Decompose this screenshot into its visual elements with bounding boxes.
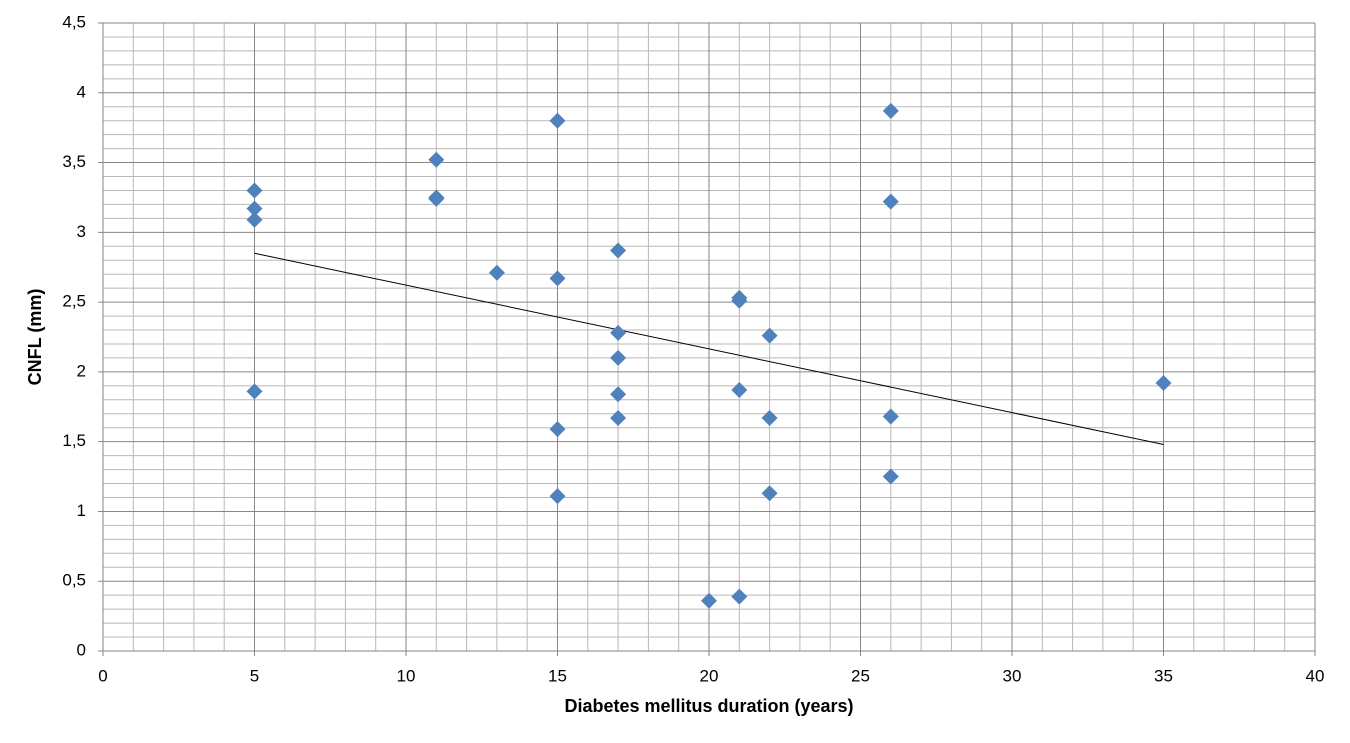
x-tick-label: 20 xyxy=(700,666,719,685)
data-point xyxy=(549,270,566,287)
x-axis-title: Diabetes mellitus duration (years) xyxy=(564,696,853,716)
data-point xyxy=(761,409,778,426)
y-tick-label: 2,5 xyxy=(62,292,86,311)
y-tick-label: 1 xyxy=(77,501,86,520)
data-point xyxy=(549,112,566,129)
data-point xyxy=(882,193,899,210)
data-point xyxy=(246,383,263,400)
x-tick-label: 35 xyxy=(1154,666,1173,685)
data-point xyxy=(610,242,627,259)
y-tick-label: 0,5 xyxy=(62,571,86,590)
data-point xyxy=(610,324,627,341)
x-tick-label: 5 xyxy=(250,666,259,685)
data-point xyxy=(610,409,627,426)
data-point xyxy=(428,151,445,168)
data-point xyxy=(428,190,445,207)
data-point xyxy=(1155,375,1172,392)
data-point xyxy=(731,588,748,605)
x-tick-label: 40 xyxy=(1306,666,1325,685)
data-point xyxy=(246,182,263,199)
x-tick-label: 0 xyxy=(98,666,107,685)
x-tick-label: 30 xyxy=(1003,666,1022,685)
data-point xyxy=(731,382,748,399)
data-point xyxy=(246,200,263,217)
data-point xyxy=(488,264,505,281)
data-point xyxy=(549,421,566,438)
data-point xyxy=(882,408,899,425)
y-tick-label: 0 xyxy=(77,640,86,659)
data-point xyxy=(610,349,627,366)
data-point xyxy=(731,292,748,309)
y-tick-label: 4,5 xyxy=(62,12,86,31)
y-tick-label: 4 xyxy=(77,82,86,101)
x-tick-label: 15 xyxy=(548,666,567,685)
y-tick-label: 3,5 xyxy=(62,152,86,171)
data-point xyxy=(701,592,717,609)
x-tick-label: 10 xyxy=(397,666,416,685)
data-point xyxy=(882,102,899,119)
data-point xyxy=(610,386,627,403)
data-point xyxy=(761,327,778,344)
x-tick-label: 25 xyxy=(851,666,870,685)
data-point xyxy=(246,211,263,228)
y-tick-label: 2 xyxy=(77,361,86,380)
y-tick-label: 1,5 xyxy=(62,431,86,450)
y-tick-label: 3 xyxy=(77,222,86,241)
data-point xyxy=(549,488,566,505)
y-axis-title: CNFL (mm) xyxy=(25,289,45,386)
trendline xyxy=(254,252,1164,445)
data-point xyxy=(761,485,778,502)
data-point xyxy=(882,468,899,485)
